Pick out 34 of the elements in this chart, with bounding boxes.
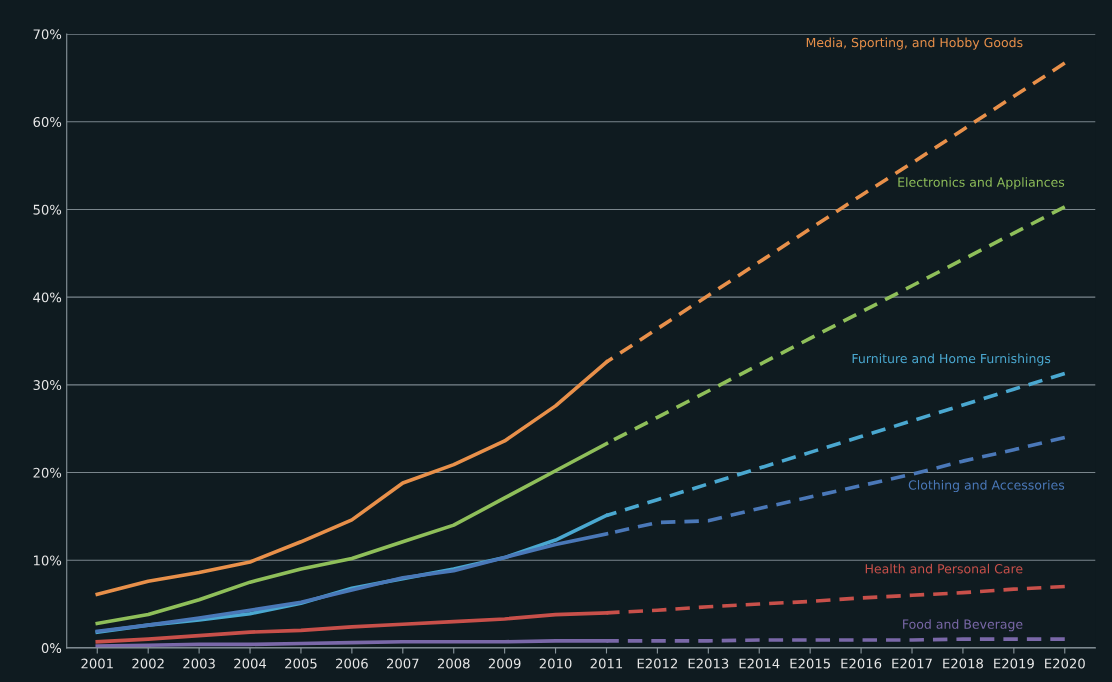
series-label: Furniture and Home Furnishings <box>852 353 1051 366</box>
x-tick-label: E2018 <box>943 658 983 669</box>
x-tick-label: E2019 <box>994 658 1034 669</box>
x-tick-label: 2005 <box>285 658 317 669</box>
x-tick-label: 2009 <box>488 658 521 669</box>
y-tick-label: 20% <box>33 467 62 478</box>
y-tick-label: 10% <box>33 555 62 566</box>
y-tick-label: 70% <box>33 29 62 40</box>
x-tick-label: 2004 <box>234 658 267 669</box>
text: Media, Sporting, and Hobby Goods <box>806 37 1023 50</box>
x-tick-label: E2016 <box>841 658 882 669</box>
y-tick-label: 60% <box>33 117 62 127</box>
x-tick-label: 2001 <box>81 658 113 669</box>
x-tick-label: E2013 <box>688 658 729 669</box>
series-label: Health and Personal Care <box>865 563 1023 574</box>
x-tick-label: 2011 <box>590 658 623 669</box>
x-tick-label: 2002 <box>132 658 164 669</box>
x-tick-label: E2015 <box>790 658 830 669</box>
series-label: Clothing and Accessories <box>908 480 1065 493</box>
x-tick-label: E2020 <box>1045 658 1085 669</box>
y-tick-label: 50% <box>33 204 62 215</box>
series-label: Food and Beverage <box>903 619 1023 632</box>
x-tick-label: 2007 <box>386 658 419 669</box>
x-tick-label: 2003 <box>183 658 215 669</box>
y-tick-label: 0% <box>41 643 62 654</box>
y-tick-label: 30% <box>33 380 62 391</box>
x-tick-label: E2012 <box>637 658 678 669</box>
x-tick-label: 2008 <box>437 658 470 669</box>
series-label: Electronics and Appliances <box>898 177 1065 190</box>
x-tick-label: E2014 <box>739 658 780 669</box>
x-tick-label: 2010 <box>539 658 572 669</box>
x-tick-label: 2006 <box>336 658 368 669</box>
x-tick-label: E2017 <box>892 658 932 669</box>
y-tick-label: 40% <box>33 292 62 303</box>
